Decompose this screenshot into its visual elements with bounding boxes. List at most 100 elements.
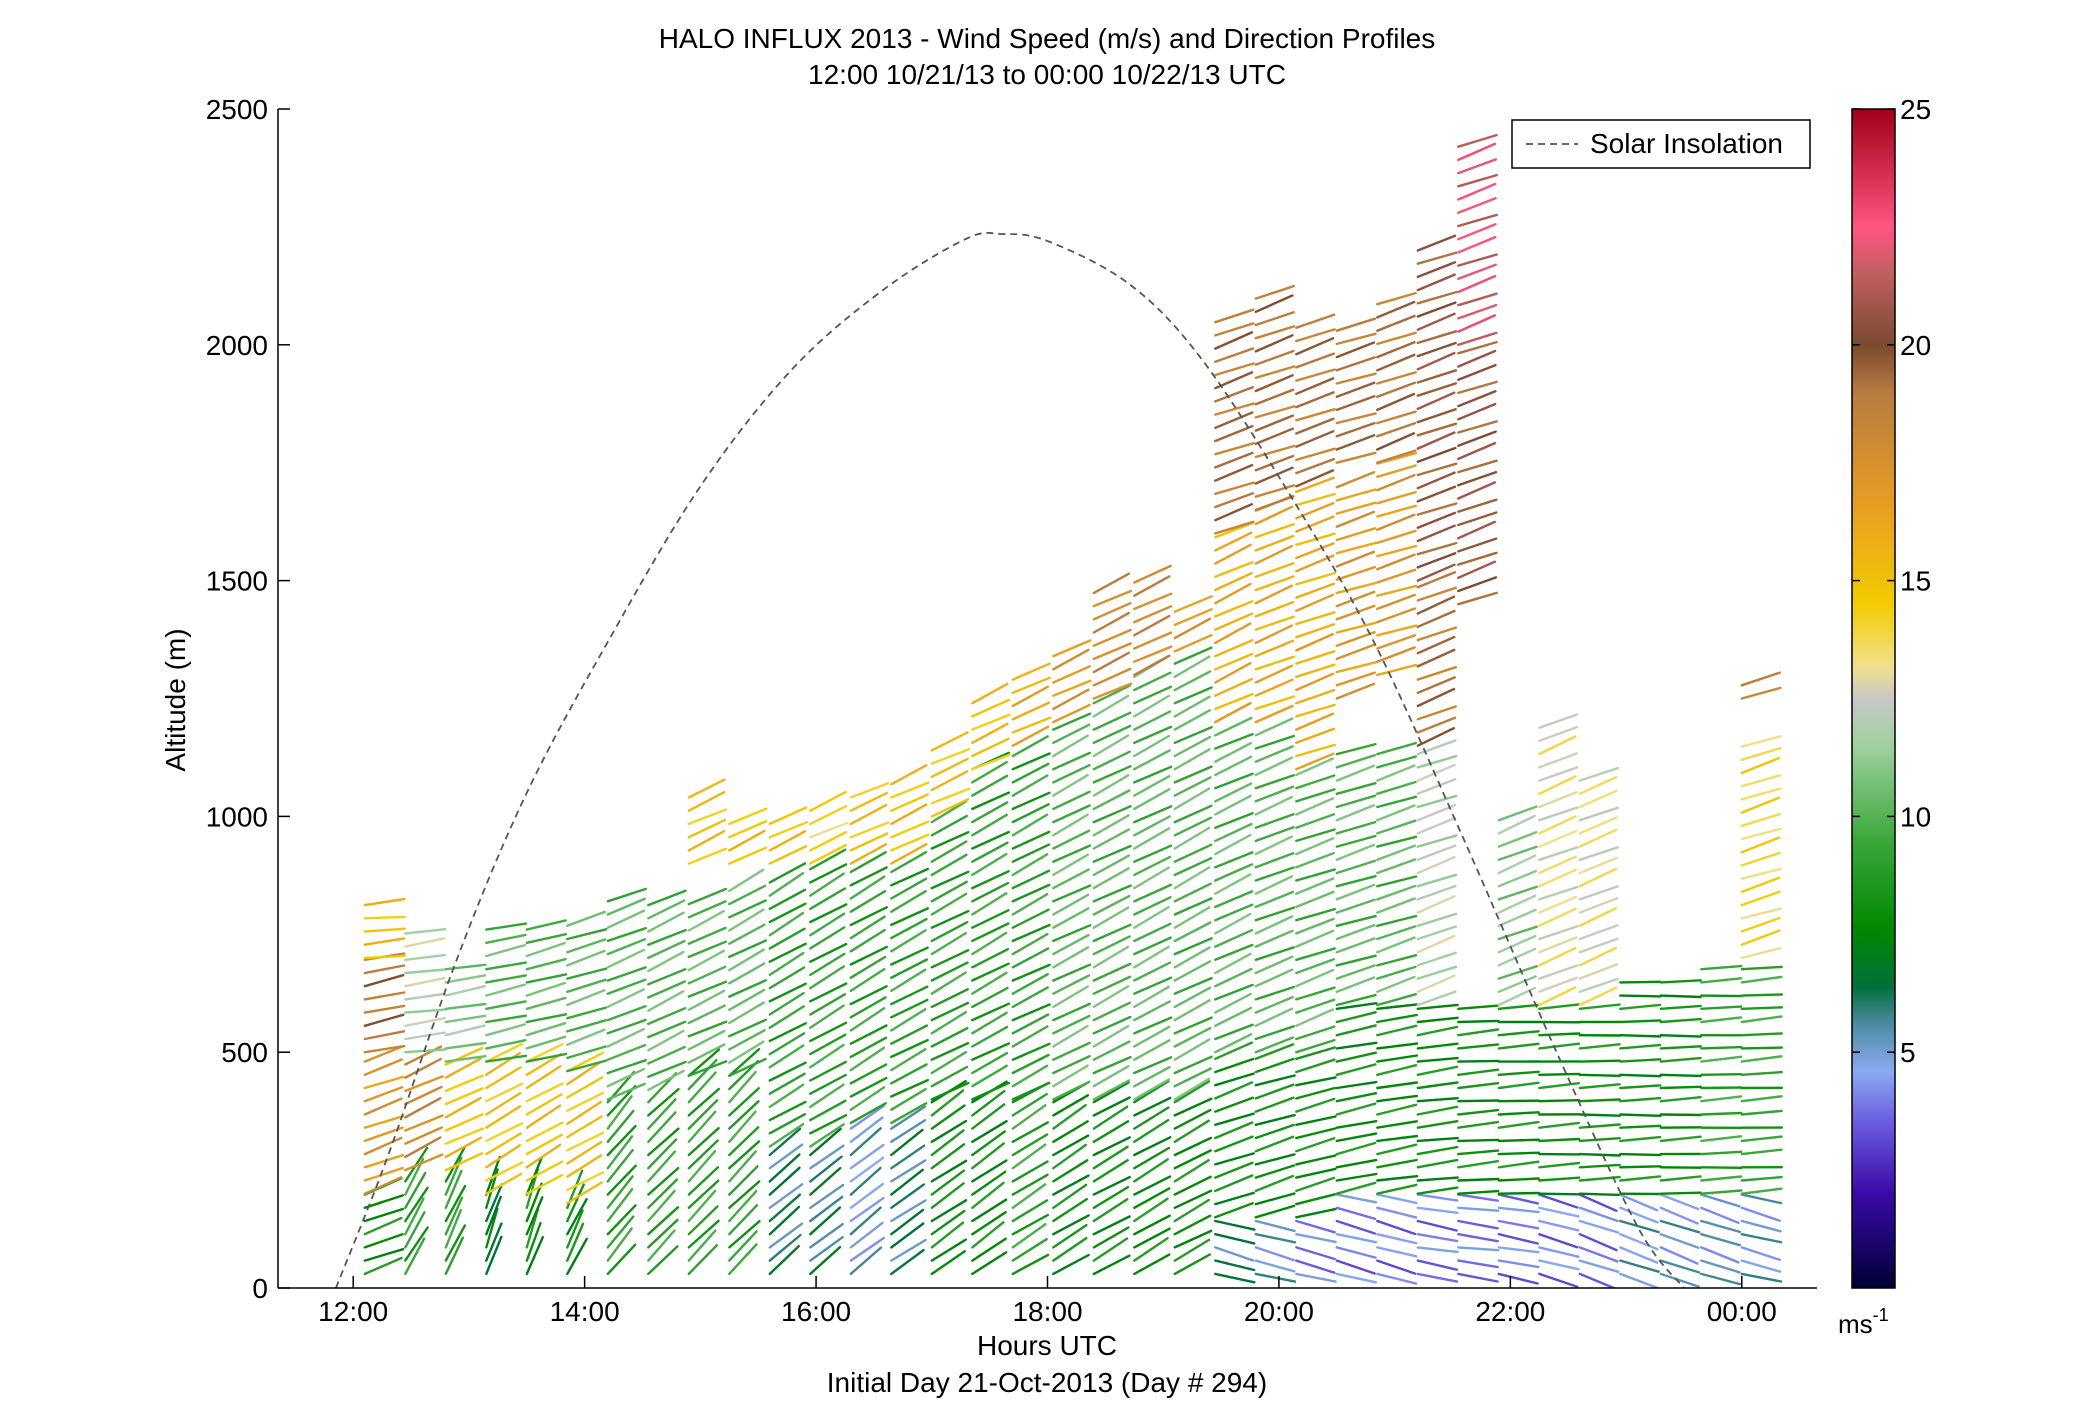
wind-barb	[971, 1159, 1008, 1183]
wind-barb	[1052, 1041, 1091, 1061]
wind-barb	[1497, 947, 1537, 967]
wind-barb	[768, 1143, 804, 1170]
wind-barb	[849, 1166, 882, 1196]
wind-barb	[1173, 999, 1211, 1022]
wind-barb	[1295, 712, 1335, 731]
wind-barb	[1295, 1025, 1336, 1041]
wind-barb	[1497, 975, 1537, 993]
wind-barb	[525, 981, 566, 997]
wind-barb	[890, 1105, 926, 1130]
wind-barb	[1497, 1030, 1540, 1037]
wind-barb	[1376, 914, 1418, 927]
wind-barb	[1457, 1272, 1499, 1283]
wind-barb	[809, 831, 848, 852]
wind-barb	[1700, 1005, 1743, 1010]
wind-barb	[809, 1144, 845, 1170]
wind-barb	[971, 682, 1009, 705]
wind-barb	[728, 807, 768, 826]
wind-barb	[971, 1002, 1010, 1022]
wind-barb	[525, 973, 568, 984]
wind-barb	[647, 1218, 679, 1249]
wind-barb	[1254, 1174, 1295, 1193]
x-axis-ticks: 12:00 14:00 16:00 18:00 20:00 22:00 00:00	[318, 1276, 1777, 1327]
wind-barb	[1295, 1232, 1337, 1244]
wind-barb	[1214, 732, 1254, 750]
wind-barb	[485, 1054, 528, 1063]
wind-barb	[525, 1235, 544, 1276]
wind-barb	[1133, 1118, 1170, 1144]
wind-barb	[1335, 356, 1376, 372]
wind-barb	[1740, 827, 1782, 841]
wind-barb	[525, 1160, 564, 1182]
wind-barb	[1295, 907, 1336, 922]
wind-barb	[1254, 444, 1296, 459]
wind-barb	[1538, 1003, 1581, 1010]
wind-barb	[485, 1038, 527, 1050]
wind-barb	[1335, 341, 1376, 359]
wind-barb	[1335, 820, 1377, 835]
wind-barb	[1740, 1187, 1783, 1195]
wind-barb	[1133, 1227, 1171, 1249]
wind-barb	[1254, 1259, 1296, 1273]
wind-barb	[1254, 1043, 1295, 1061]
wind-barb	[1254, 414, 1295, 432]
wind-barb	[1376, 1232, 1418, 1245]
wind-barb	[1740, 1206, 1781, 1222]
wind-barb	[1457, 560, 1497, 579]
wind-barb	[363, 991, 406, 1001]
wind-barb	[1173, 1189, 1213, 1210]
wind-barb	[1295, 554, 1335, 573]
wind-barb	[890, 1008, 927, 1032]
wind-barb	[1335, 859, 1377, 875]
wind-barb	[1335, 671, 1376, 687]
wind-barb	[1335, 1002, 1378, 1010]
wind-barb	[1376, 936, 1416, 954]
wind-barb	[1578, 1163, 1621, 1169]
wind-barb	[1214, 424, 1254, 443]
wind-barb	[1214, 755, 1253, 777]
wind-barb	[930, 1199, 968, 1223]
wind-barb	[849, 803, 888, 826]
wind-barb	[1133, 1158, 1169, 1183]
wind-barb	[971, 1064, 1008, 1088]
wind-barb	[687, 791, 726, 812]
wind-barb	[971, 791, 1010, 811]
wind-barb	[1133, 1197, 1169, 1223]
wind-barb	[363, 937, 406, 946]
wind-barb	[930, 1065, 969, 1088]
wind-barb	[809, 982, 848, 1003]
wind-barb	[1011, 752, 1051, 771]
wind-barb	[1335, 412, 1377, 425]
wind-barb	[809, 903, 848, 924]
wind-barb	[404, 1031, 446, 1041]
wind-barb	[687, 808, 728, 826]
wind-barb	[1497, 854, 1537, 875]
wind-barb	[930, 1001, 970, 1022]
wind-barb	[930, 1129, 965, 1157]
wind-barb	[849, 1127, 882, 1157]
wind-barb	[930, 831, 970, 850]
wind-barb	[1659, 1095, 1702, 1103]
wind-barb	[1052, 1080, 1091, 1101]
wind-barb	[809, 942, 848, 963]
wind-barb	[525, 1104, 562, 1129]
colorbar-fill	[1851, 108, 1896, 1289]
wind-barb	[1092, 1001, 1132, 1022]
wind-barb	[809, 1195, 844, 1223]
wind-barb	[1740, 1219, 1782, 1233]
wind-barb	[1133, 685, 1173, 705]
wind-barb	[1254, 523, 1295, 539]
wind-barb	[1416, 705, 1457, 721]
wind-barb	[1011, 1173, 1049, 1196]
wind-barb	[1619, 1135, 1662, 1143]
wind-barb	[1295, 632, 1335, 652]
wind-barb	[444, 1041, 487, 1050]
wind-barb	[728, 1150, 757, 1183]
wind-barb	[849, 928, 886, 953]
wind-barb	[1295, 571, 1336, 586]
wind-barb	[444, 1196, 464, 1236]
wind-barb	[1133, 788, 1171, 811]
wind-barb	[1133, 1253, 1171, 1276]
wind-barb	[1416, 485, 1457, 503]
wind-barb	[1376, 464, 1417, 478]
